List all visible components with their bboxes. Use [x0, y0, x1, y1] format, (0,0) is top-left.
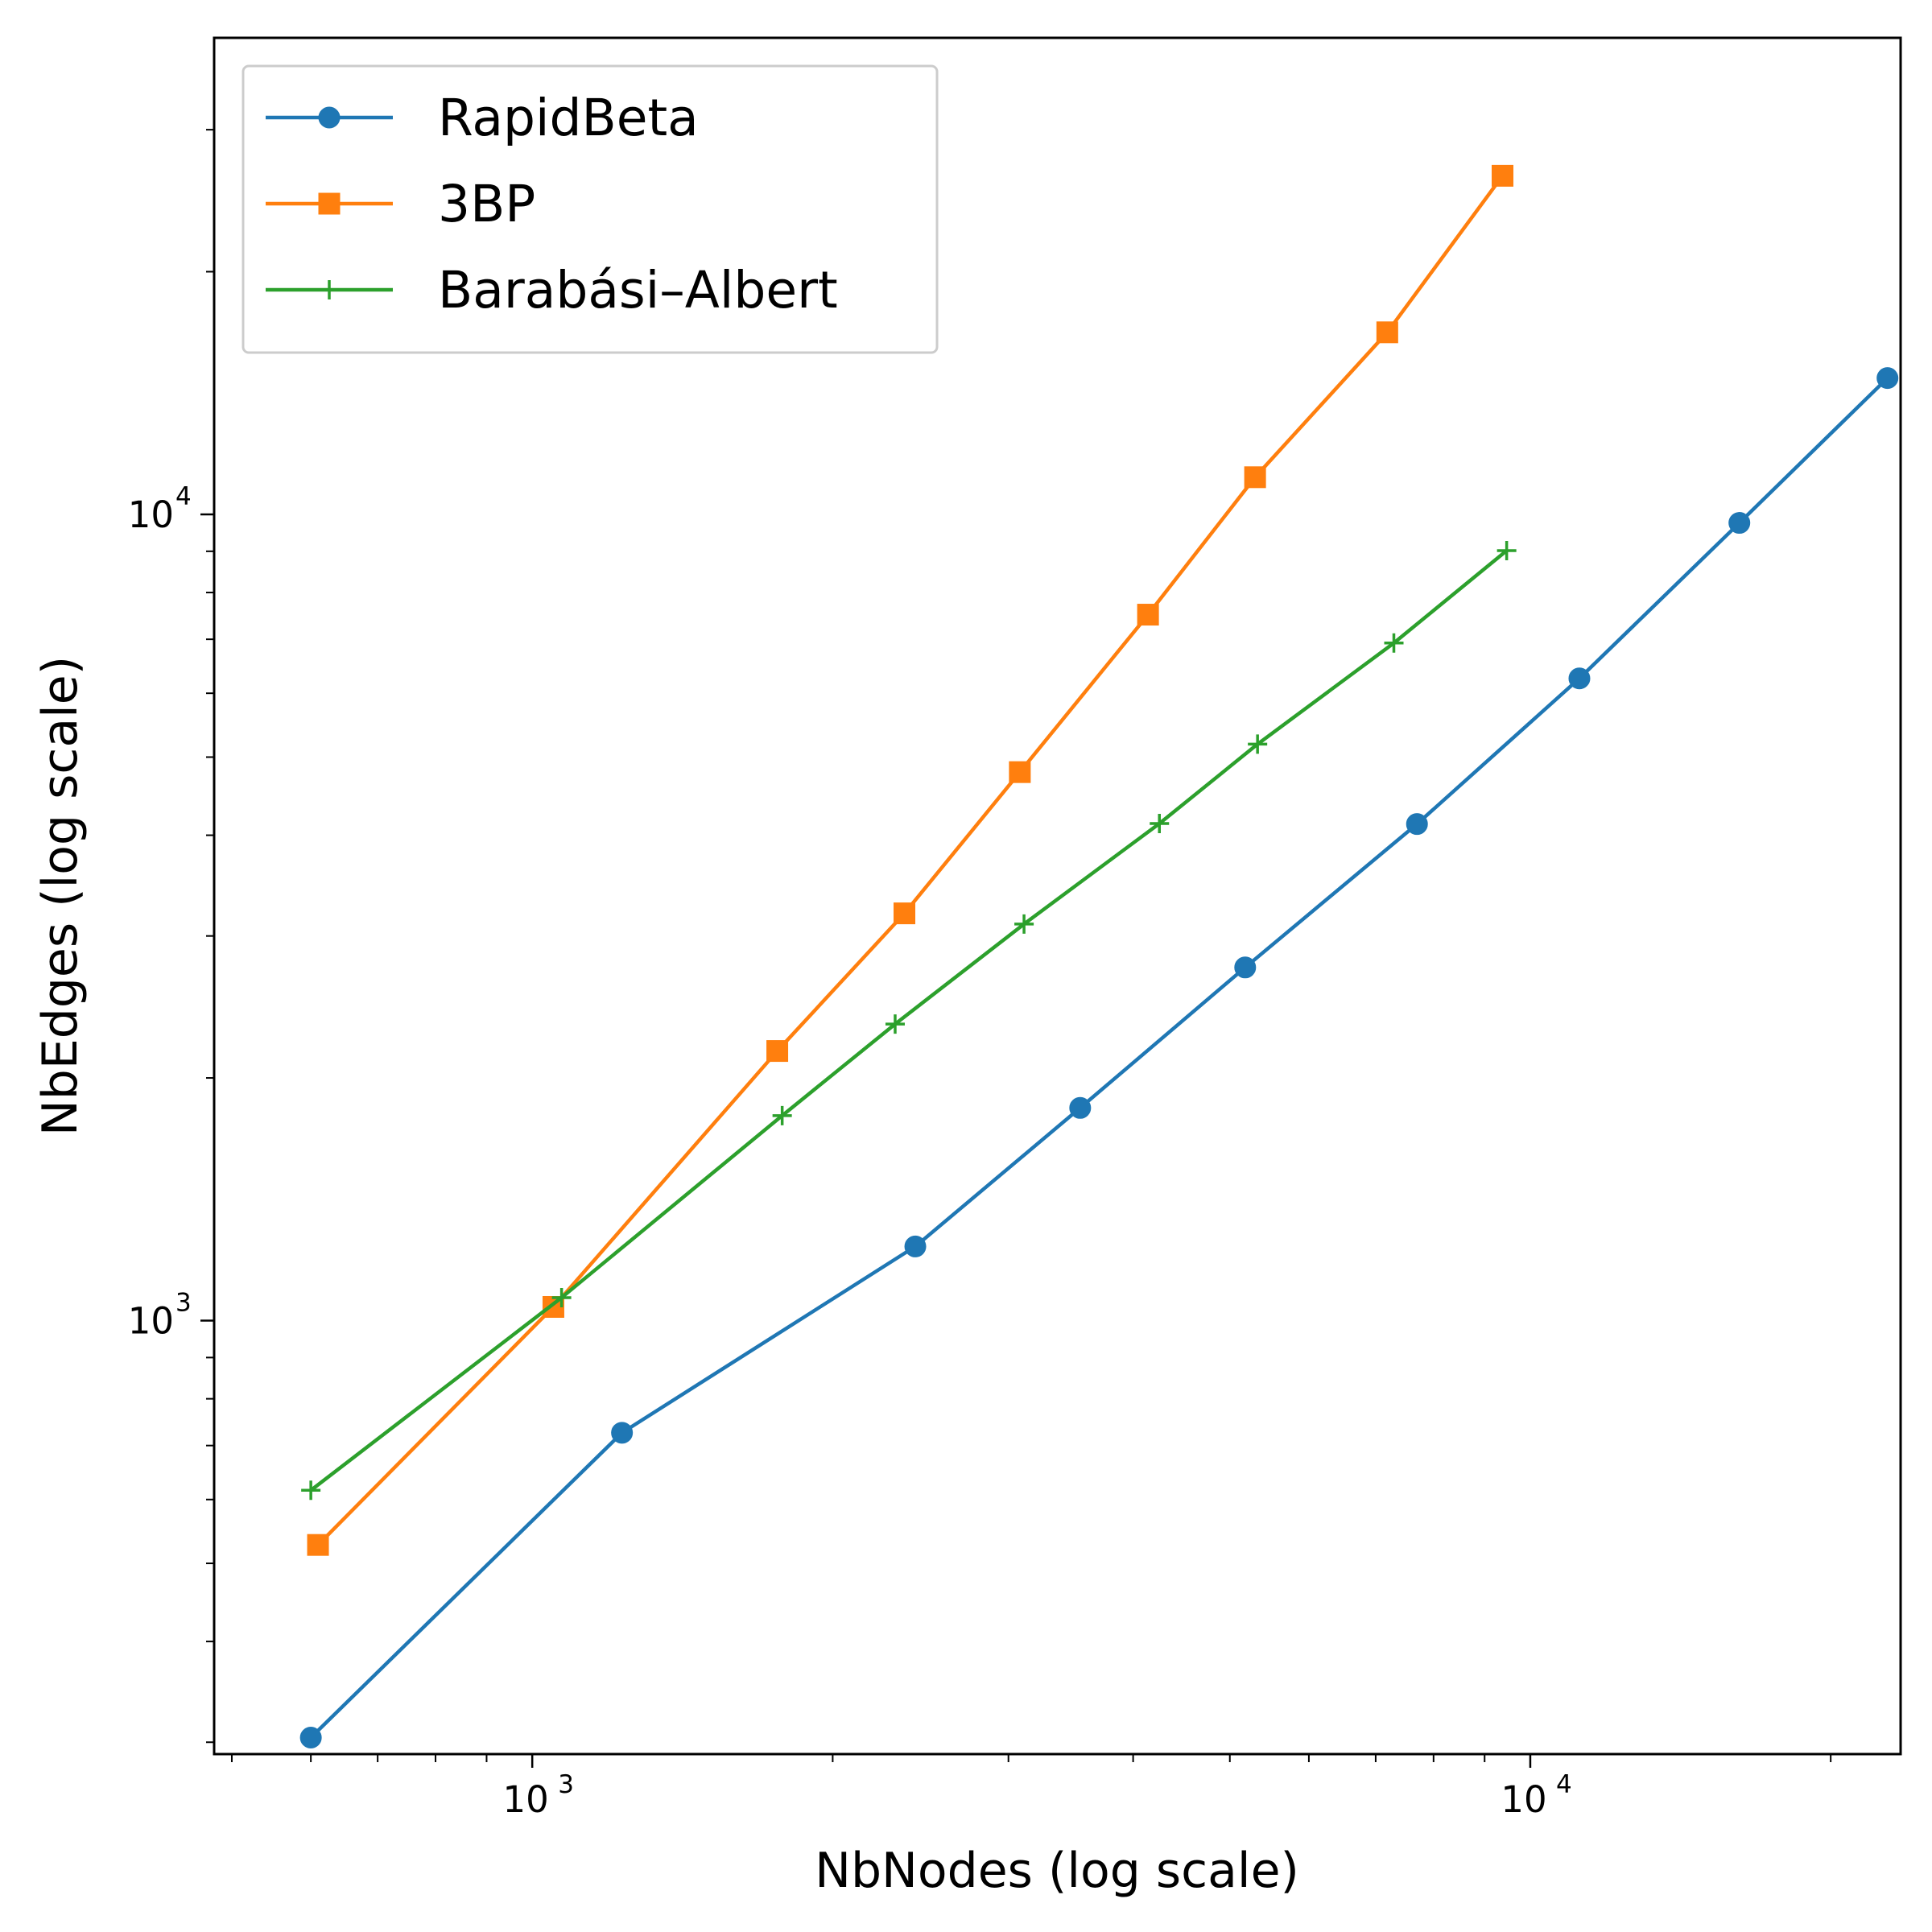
data-point [611, 1422, 634, 1444]
x-tick-label: 10 [503, 1778, 549, 1821]
data-point [894, 902, 916, 925]
data-point [1244, 466, 1266, 489]
series-0 [299, 367, 1899, 1748]
data-point [1009, 761, 1031, 783]
data-point [1069, 1096, 1092, 1119]
series-layer [299, 164, 1899, 1748]
data-point [1568, 667, 1591, 690]
legend-label: 3BP [438, 175, 535, 233]
plot-frame [213, 36, 1902, 1756]
data-point [1150, 814, 1170, 834]
legend-marker [320, 280, 339, 299]
legend: RapidBeta 3BP Barabási–Albert [242, 64, 939, 354]
legend-label: RapidBeta [438, 89, 699, 147]
data-point [1384, 633, 1404, 653]
legend-marker [318, 106, 341, 129]
ticks-layer: 10 3 10 410 310 4 [128, 129, 1832, 1821]
data-point [301, 1480, 321, 1501]
data-point [299, 1726, 322, 1748]
data-point [1876, 367, 1899, 390]
x-tick-label-exponent: 3 [558, 1770, 574, 1799]
y-tick-label: 10 [128, 493, 174, 536]
data-point [1406, 813, 1428, 836]
data-point [766, 1040, 789, 1063]
data-point [885, 1014, 905, 1034]
data-point [1728, 512, 1751, 535]
data-point [1491, 164, 1513, 187]
y-tick-label-exponent: 3 [175, 1289, 192, 1318]
x-axis-label: NbNodes (log scale) [815, 1843, 1299, 1899]
data-point [1376, 321, 1398, 344]
data-point [551, 1287, 572, 1307]
data-point [1234, 956, 1257, 979]
y-tick-label: 10 [128, 1300, 174, 1343]
data-point [1014, 914, 1034, 934]
legend-marker [318, 192, 341, 215]
legend-entry: RapidBeta [266, 89, 699, 147]
data-point [1137, 604, 1159, 626]
y-axis-label: NbEdges (log scale) [32, 656, 89, 1136]
legend-frame [242, 64, 939, 354]
y-tick-label-exponent: 4 [175, 482, 192, 511]
data-point [904, 1235, 927, 1257]
series-2 [301, 541, 1517, 1501]
data-point [772, 1105, 792, 1125]
data-point [1248, 734, 1268, 754]
legend-entry: Barabási–Albert [266, 261, 838, 320]
x-tick-label-exponent: 4 [1556, 1770, 1572, 1799]
data-point [1496, 541, 1517, 561]
x-tick-label: 10 [1501, 1778, 1546, 1821]
data-point [307, 1534, 329, 1556]
legend-label: Barabási–Albert [438, 261, 838, 320]
legend-entry: 3BP [266, 175, 535, 233]
